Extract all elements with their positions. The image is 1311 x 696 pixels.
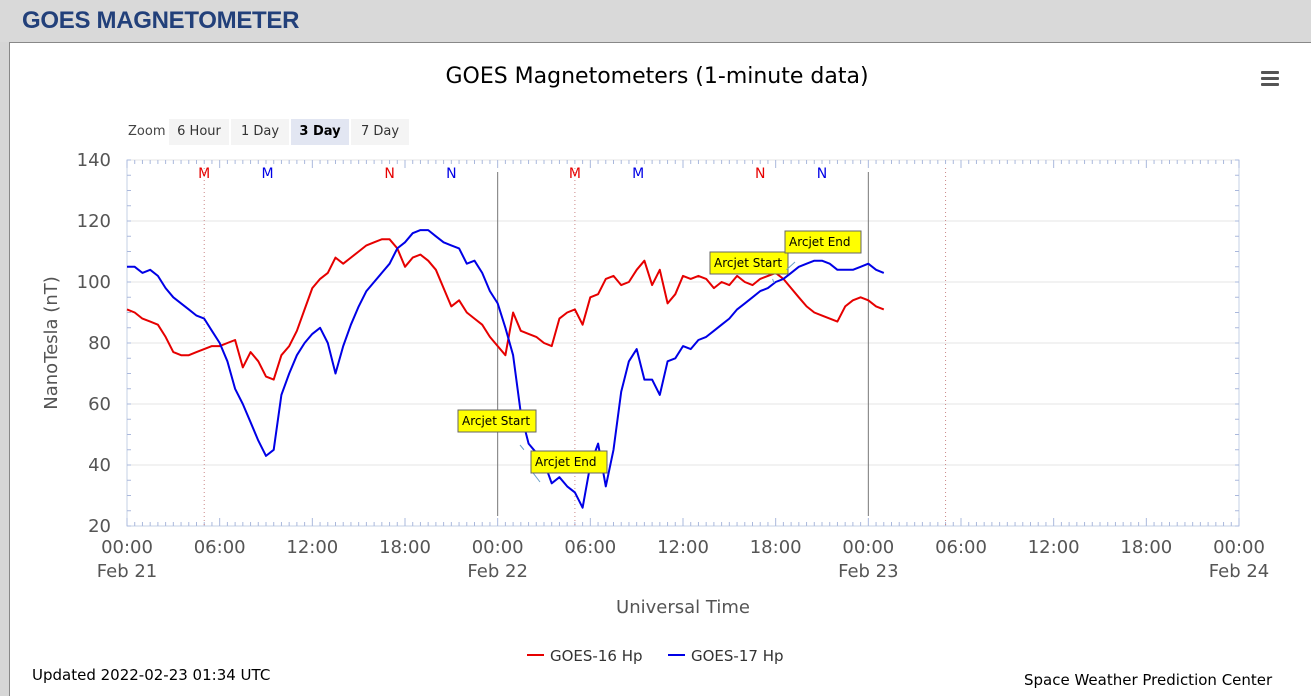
chart-menu-button[interactable]: [1259, 68, 1281, 88]
page-title: GOES MAGNETOMETER: [22, 7, 300, 34]
zoom-3-day-button[interactable]: 3 Day: [291, 119, 349, 145]
zoom-7-day-button[interactable]: 7 Day: [351, 119, 409, 145]
zoom-6-hour-button[interactable]: 6 Hour: [169, 119, 229, 145]
updated-timestamp: Updated 2022-02-23 01:34 UTC: [32, 666, 271, 684]
zoom-1-day-button[interactable]: 1 Day: [231, 119, 289, 145]
hamburger-menu-icon: [1261, 71, 1279, 74]
credit-text: Space Weather Prediction Center: [1024, 671, 1273, 689]
hamburger-menu-icon-bar: [1261, 83, 1279, 86]
hamburger-menu-icon-bar: [1261, 77, 1279, 80]
zoom-label: Zoom: [128, 124, 166, 139]
page-header: GOES MAGNETOMETER: [0, 0, 1311, 42]
